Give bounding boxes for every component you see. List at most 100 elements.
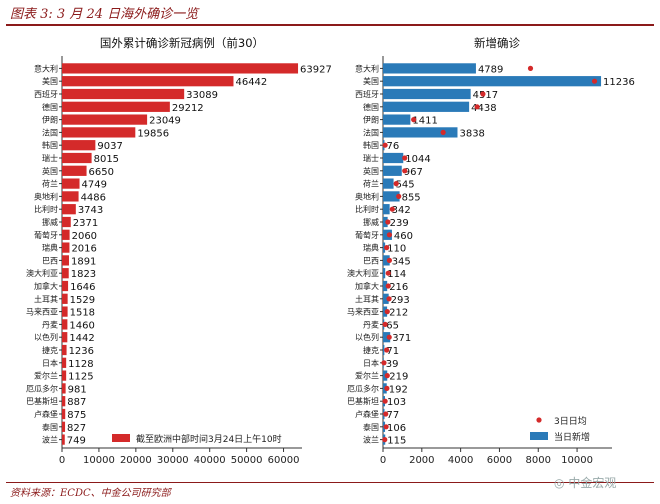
bar-value-label: 192 xyxy=(389,384,408,395)
bar-value-label: 103 xyxy=(387,397,406,408)
bar xyxy=(383,127,458,138)
legend-label: 截至欧洲中部时间3月24日上午10时 xyxy=(136,433,282,445)
bar xyxy=(383,178,394,189)
category-label: 法国 xyxy=(42,127,58,137)
category-label: 韩国 xyxy=(42,140,58,150)
avg-dot xyxy=(382,142,388,148)
bar-value-label: 216 xyxy=(389,282,408,293)
bar-value-label: 71 xyxy=(386,346,399,357)
header-rule xyxy=(6,24,654,26)
wechat-icon: ◎ xyxy=(554,476,565,490)
category-label: 加拿大 xyxy=(34,281,58,291)
bar-value-label: 9037 xyxy=(97,141,122,152)
category-label: 以色列 xyxy=(355,332,379,342)
bar-value-label: 1891 xyxy=(71,256,96,267)
avg-dot xyxy=(386,334,392,340)
watermark: ◎ 中金宏观 xyxy=(554,474,616,491)
category-label: 捷克 xyxy=(42,345,58,355)
category-label: 马来西亚 xyxy=(347,308,379,317)
bar-value-label: 875 xyxy=(67,410,86,421)
bar-value-label: 77 xyxy=(386,410,399,421)
category-label: 泰国 xyxy=(363,422,379,432)
category-label: 巴西 xyxy=(42,256,58,265)
bar xyxy=(62,370,67,381)
bar-value-label: 342 xyxy=(392,205,411,216)
category-label: 意大利 xyxy=(34,63,58,73)
category-label: 葡萄牙 xyxy=(355,230,379,240)
chart-title: 新增确诊 xyxy=(474,36,520,50)
bar xyxy=(383,268,386,279)
avg-dot xyxy=(385,270,391,276)
bar xyxy=(383,114,411,125)
legend-swatch xyxy=(530,432,548,440)
bar-value-label: 4438 xyxy=(471,103,496,114)
x-tick-label: 30000 xyxy=(157,455,189,466)
category-label: 奥地利 xyxy=(355,191,379,201)
bar-value-label: 2060 xyxy=(72,231,97,242)
category-label: 澳大利亚 xyxy=(26,268,58,278)
bar-value-label: 3838 xyxy=(459,128,484,139)
bar-value-label: 371 xyxy=(392,333,411,344)
category-label: 以色列 xyxy=(34,332,58,342)
category-label: 奥地利 xyxy=(34,191,58,201)
bar xyxy=(62,293,68,304)
category-label: 韩国 xyxy=(363,140,379,150)
bar xyxy=(62,178,80,189)
legend-swatch xyxy=(112,434,130,442)
bar-value-label: 76 xyxy=(386,141,399,152)
x-tick-label: 50000 xyxy=(231,455,263,466)
bar xyxy=(383,293,389,304)
bar xyxy=(383,191,400,202)
bar xyxy=(383,76,602,87)
x-tick-label: 0 xyxy=(380,455,386,466)
bar-value-label: 749 xyxy=(67,436,86,447)
category-label: 土耳其 xyxy=(355,294,379,304)
category-label: 葡萄牙 xyxy=(34,230,58,240)
avg-dot xyxy=(474,104,480,110)
bar xyxy=(62,165,87,176)
category-label: 日本 xyxy=(363,358,379,368)
bar-value-label: 827 xyxy=(67,423,86,434)
avg-dot xyxy=(480,91,486,97)
category-label: 土耳其 xyxy=(34,294,58,304)
bar-value-label: 29212 xyxy=(172,103,204,114)
bar-value-label: 3743 xyxy=(78,205,103,216)
avg-dot xyxy=(385,219,391,225)
category-label: 波兰 xyxy=(363,435,379,445)
avg-dot xyxy=(383,411,389,417)
bar xyxy=(62,357,67,368)
watermark-text: 中金宏观 xyxy=(568,476,617,490)
bar-value-label: 39 xyxy=(386,359,399,370)
avg-dot xyxy=(381,360,387,366)
bar xyxy=(62,127,136,138)
category-label: 巴基斯坦 xyxy=(347,396,379,406)
bar xyxy=(62,191,79,202)
category-label: 荷兰 xyxy=(42,179,58,189)
x-tick-label: 60000 xyxy=(268,455,300,466)
bar xyxy=(383,344,385,356)
bar-value-label: 345 xyxy=(392,256,411,267)
bar-value-label: 1411 xyxy=(412,116,437,127)
bar-value-label: 23049 xyxy=(149,116,181,127)
category-label: 英国 xyxy=(42,166,58,176)
bar xyxy=(62,344,67,356)
x-tick-label: 10000 xyxy=(561,455,593,466)
chart-title: 国外累计确诊新冠病例（前30） xyxy=(100,36,264,50)
category-label: 意大利 xyxy=(355,63,379,73)
bar-value-label: 8015 xyxy=(94,154,119,165)
category-label: 卢森堡 xyxy=(355,409,379,419)
category-label: 泰国 xyxy=(42,422,58,432)
bar xyxy=(62,319,68,330)
bar-value-label: 2016 xyxy=(71,244,96,255)
avg-dot xyxy=(384,309,390,315)
bar-value-label: 46442 xyxy=(235,77,267,88)
bar xyxy=(383,280,388,292)
avg-dot xyxy=(385,283,391,289)
bar-value-label: 239 xyxy=(390,218,409,229)
avg-dot xyxy=(382,321,388,327)
bar xyxy=(62,114,148,125)
bar xyxy=(383,242,386,253)
bar xyxy=(383,332,391,343)
category-label: 瑞士 xyxy=(363,153,379,163)
x-tick-label: 0 xyxy=(59,455,65,466)
